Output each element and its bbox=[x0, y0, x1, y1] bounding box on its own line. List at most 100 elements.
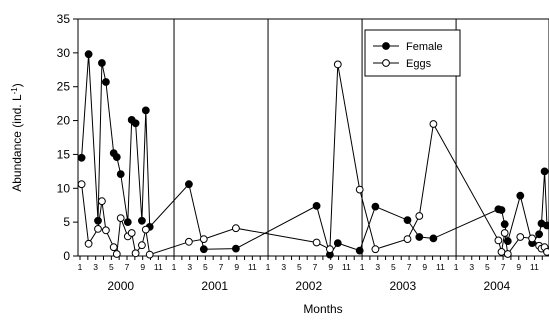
eggs-point bbox=[127, 229, 136, 237]
x-tick-label: 5 bbox=[485, 262, 490, 272]
x-tick-label: 11 bbox=[436, 262, 445, 272]
year-label: 2001 bbox=[201, 279, 228, 293]
x-tick-label: 1 bbox=[360, 262, 365, 272]
female-point bbox=[199, 245, 208, 254]
legend-eggs-marker bbox=[382, 59, 390, 67]
eggs-point bbox=[141, 225, 150, 234]
female-point bbox=[94, 216, 102, 225]
x-tick-label: 11 bbox=[248, 262, 257, 272]
legend-female-marker bbox=[382, 42, 390, 50]
legend: Female Eggs bbox=[364, 29, 461, 77]
eggs-point bbox=[503, 250, 512, 258]
year-label: 2004 bbox=[483, 279, 510, 293]
y-tick-label: 25 bbox=[57, 80, 71, 94]
female-point bbox=[131, 119, 140, 128]
legend-eggs-label: Eggs bbox=[406, 58, 432, 70]
eggs-point bbox=[497, 248, 506, 256]
female-point bbox=[312, 202, 321, 210]
eggs-point bbox=[116, 214, 125, 223]
x-tick-label: 3 bbox=[281, 262, 286, 272]
eggs-point bbox=[403, 235, 412, 244]
female-point bbox=[355, 246, 364, 255]
female-point bbox=[123, 218, 132, 227]
y-axis-title: Abundance (ind. L-1) bbox=[10, 83, 24, 192]
eggs-point bbox=[494, 236, 503, 245]
y-axis-title-main: Abundance (ind. L bbox=[10, 94, 24, 192]
female-point bbox=[232, 244, 240, 253]
legend-box bbox=[364, 29, 461, 77]
x-tick-label: 7 bbox=[501, 262, 506, 272]
eggs-point bbox=[109, 243, 118, 252]
x-tick-label: 5 bbox=[297, 262, 302, 272]
y-axis-title-suffix: ) bbox=[10, 83, 24, 87]
female-point bbox=[429, 234, 438, 243]
eggs-point bbox=[333, 60, 342, 69]
year-label: 2002 bbox=[295, 279, 322, 293]
series-layer bbox=[77, 50, 549, 259]
eggs-point bbox=[94, 225, 102, 233]
female-point bbox=[535, 230, 543, 239]
eggs-point bbox=[102, 226, 110, 235]
x-tick-label: 1 bbox=[454, 262, 459, 272]
legend-female-label: Female bbox=[406, 41, 443, 53]
female-point bbox=[403, 216, 412, 225]
eggs-point bbox=[371, 245, 380, 254]
female-point bbox=[98, 59, 106, 67]
eggs-point bbox=[516, 233, 525, 241]
eggs-point bbox=[500, 229, 509, 237]
year-label: 2003 bbox=[389, 279, 416, 293]
female-point bbox=[516, 191, 525, 200]
x-tick-label: 11 bbox=[342, 262, 351, 272]
eggs-point bbox=[543, 248, 549, 256]
eggs-point bbox=[415, 212, 424, 220]
x-tick-label: 9 bbox=[516, 262, 521, 272]
eggs-point bbox=[131, 249, 140, 258]
female-point bbox=[371, 202, 380, 211]
eggs-point bbox=[145, 250, 154, 259]
x-tick-label: 11 bbox=[530, 262, 539, 272]
plot-frame bbox=[77, 18, 549, 257]
eggs-point bbox=[326, 245, 334, 254]
eggs-point bbox=[429, 120, 438, 128]
y-tick-label: 20 bbox=[57, 114, 71, 128]
x-axis-title: Months bbox=[303, 302, 342, 316]
female-point bbox=[84, 50, 93, 59]
female-point bbox=[503, 237, 512, 246]
x-tick-label: 11 bbox=[154, 262, 163, 272]
female-point bbox=[540, 167, 549, 176]
female-point bbox=[116, 170, 125, 179]
x-tick-label: 9 bbox=[422, 262, 427, 272]
x-tick-label: 5 bbox=[109, 262, 114, 272]
x-tick-label: 7 bbox=[407, 262, 412, 272]
x-tick-label: 1 bbox=[266, 262, 271, 272]
eggs-point bbox=[138, 241, 146, 250]
y-tick-label: 5 bbox=[63, 215, 70, 229]
eggs-point bbox=[232, 224, 240, 233]
eggs-point bbox=[77, 180, 86, 189]
eggs-point bbox=[98, 197, 106, 206]
x-tick-label: 9 bbox=[328, 262, 333, 272]
y-tick-label: 15 bbox=[57, 147, 71, 161]
x-tick-label: 3 bbox=[375, 262, 380, 272]
x-tick-label: 1 bbox=[172, 262, 177, 272]
x-tick-label: 1 bbox=[78, 262, 83, 272]
eggs-point bbox=[84, 239, 93, 248]
x-tick-label: 3 bbox=[469, 262, 474, 272]
y-tick-label: 10 bbox=[57, 181, 71, 195]
y-axis-title-superscript: -1 bbox=[10, 87, 19, 95]
female-point bbox=[138, 216, 146, 225]
x-tick-label: 5 bbox=[391, 262, 396, 272]
y-tick-label: 0 bbox=[63, 249, 70, 263]
eggs-point bbox=[528, 234, 536, 243]
female-point bbox=[77, 153, 86, 162]
x-tick-label: 7 bbox=[125, 262, 130, 272]
x-tick-label: 3 bbox=[93, 262, 98, 272]
y-tick-label: 30 bbox=[57, 46, 71, 60]
female-point bbox=[497, 206, 506, 214]
eggs-point bbox=[185, 237, 193, 246]
female-point bbox=[141, 106, 150, 115]
female-point bbox=[333, 239, 342, 248]
x-tick-label: 3 bbox=[187, 262, 192, 272]
